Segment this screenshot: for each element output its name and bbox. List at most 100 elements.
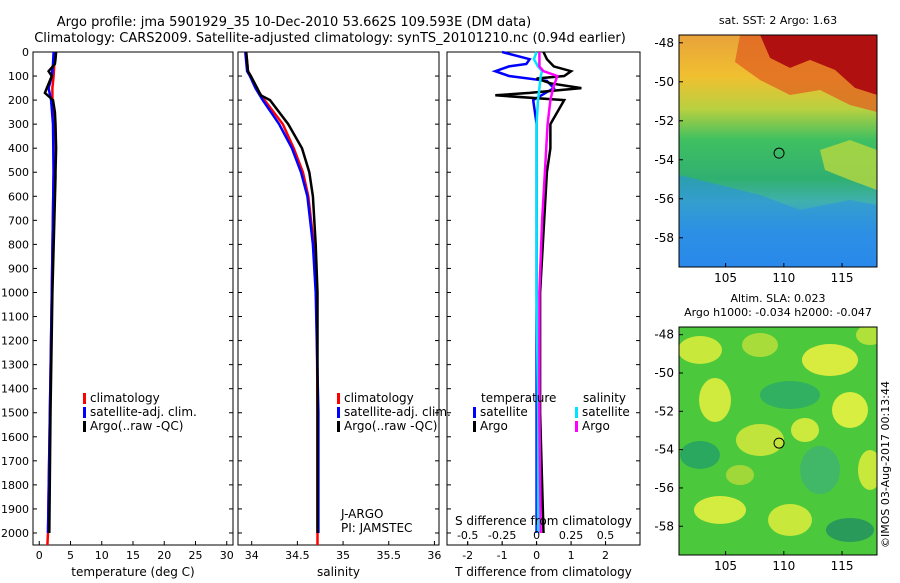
sla-blob bbox=[768, 504, 812, 536]
salinity-xlabel: salinity bbox=[317, 565, 360, 579]
temperature-ytick-label: 1600 bbox=[1, 431, 29, 444]
difference-salinity-legend-label: satellite bbox=[582, 405, 630, 419]
salinity-legend-swatch bbox=[337, 393, 340, 404]
figure-title-line2: Climatology: CARS2009. Satellite-adjuste… bbox=[34, 31, 626, 46]
difference-legend-temperature-title: temperature bbox=[481, 391, 556, 405]
difference-salinity-legend-swatch bbox=[575, 421, 578, 432]
sla-map-title: Altim. SLA: 0.023 bbox=[730, 292, 825, 305]
temperature-ytick-label: 600 bbox=[8, 190, 29, 203]
sst_map-ytick-label: -58 bbox=[654, 231, 674, 245]
temperature-xtick-label: 10 bbox=[95, 549, 109, 562]
sst_map-ytick-label: -50 bbox=[654, 75, 674, 89]
difference-salinity-legend-swatch bbox=[575, 407, 578, 418]
difference-legend-salinity-title: salinity bbox=[583, 391, 626, 405]
temperature-ytick-label: 700 bbox=[8, 214, 29, 227]
difference-frame bbox=[446, 51, 641, 546]
sla-blob bbox=[680, 441, 720, 469]
credit-text: ©IMOS 03-Aug-2017 00:13:44 bbox=[879, 381, 892, 548]
difference-stick-label: 0 bbox=[533, 529, 540, 542]
sla-map-axes: 105 110 115 -48 -50 -52 -54 -56 -58 bbox=[654, 328, 853, 573]
sla-map-panel: Altim. SLA: 0.023 Argo h1000: -0.034 h20… bbox=[654, 292, 878, 573]
sla_map-xtick-label: 115 bbox=[831, 559, 854, 573]
temperature-ytick-label: 1500 bbox=[1, 407, 29, 420]
difference-series-line bbox=[532, 51, 544, 533]
sst-map-frame bbox=[678, 34, 878, 268]
difference-xtick-label: 1 bbox=[568, 549, 575, 562]
sla-blob bbox=[679, 336, 722, 364]
temperature-ytick-label: 1100 bbox=[1, 311, 29, 324]
sst-map-panel: sat. SST: 2 Argo: 1.63 105 110 115 -48 -50 -5… bbox=[654, 14, 878, 285]
temperature-legend-swatch bbox=[83, 393, 86, 404]
sla-blob bbox=[800, 446, 840, 494]
sst_map-xtick-label: 110 bbox=[772, 271, 795, 285]
sla-blob bbox=[791, 418, 819, 442]
temperature-xtick-label: 20 bbox=[157, 549, 171, 562]
sla_map-ytick-label: -56 bbox=[654, 481, 674, 495]
temperature-xtick-label: 30 bbox=[220, 549, 234, 562]
sla_map-ytick-label: -48 bbox=[654, 328, 674, 342]
sst_map-ytick-label: -52 bbox=[654, 114, 674, 128]
sla-anomaly-blobs bbox=[679, 327, 877, 542]
difference-xtick-label: -1 bbox=[497, 549, 508, 562]
sla_map-xtick-label: 110 bbox=[772, 559, 795, 573]
temperature-xtick-label: 25 bbox=[189, 549, 203, 562]
figure-title-line1: Argo profile: jma 5901929_35 10-Dec-2010… bbox=[57, 15, 531, 30]
sst_map-ytick-label: -56 bbox=[654, 192, 674, 206]
salinity-series-line bbox=[244, 51, 319, 533]
salinity-frame bbox=[237, 51, 440, 546]
temperature-ytick-label: 1400 bbox=[1, 383, 29, 396]
sst_map-xtick-label: 105 bbox=[714, 271, 737, 285]
temperature-xtick-label: 15 bbox=[126, 549, 140, 562]
temperature-ytick-label: 1300 bbox=[1, 359, 29, 372]
difference-xtick-label: 0 bbox=[533, 549, 540, 562]
temperature-xtick-label: 0 bbox=[36, 549, 43, 562]
sst-map-title: sat. SST: 2 Argo: 1.63 bbox=[719, 14, 837, 27]
temperature-frame bbox=[32, 51, 234, 546]
temperature-ytick-label: 1800 bbox=[1, 479, 29, 492]
difference-temperature-legend-label: Argo bbox=[480, 419, 508, 433]
salinity-panel: 34 34.5 35 35.5 36 salinity climatologysatelli… bbox=[237, 51, 451, 579]
sla_map-xtick-label: 105 bbox=[714, 559, 737, 573]
temperature-ytick-label: 1000 bbox=[1, 286, 29, 299]
sst-argo-location-marker bbox=[773, 147, 785, 159]
sst-warm-edge bbox=[735, 35, 877, 112]
difference-panel: -2 -1 0 1 2 T difference from climatology -0.5… bbox=[446, 50, 641, 579]
difference-xtick-label: -2 bbox=[462, 549, 473, 562]
sla-blob bbox=[736, 424, 784, 456]
sla-argo-location-marker bbox=[773, 437, 785, 449]
temperature-ytick-label: 2000 bbox=[1, 527, 29, 540]
sla-blob bbox=[856, 327, 877, 345]
difference-stick-label: -0.25 bbox=[488, 529, 516, 542]
difference-xlabel2: S difference from climatology bbox=[455, 514, 632, 528]
temperature-ytick-label: 1900 bbox=[1, 503, 29, 516]
salinity-legend-swatch bbox=[337, 407, 340, 418]
sla_map-ytick-label: -50 bbox=[654, 366, 674, 380]
temperature-legend-label: climatology bbox=[90, 391, 160, 405]
sla-blob bbox=[826, 518, 874, 542]
sla-blob bbox=[726, 465, 754, 485]
temperature-ytick-label: 900 bbox=[8, 262, 29, 275]
sla-blob bbox=[760, 381, 820, 409]
sst-warm-patch bbox=[760, 35, 877, 95]
temperature-ytick-label: 100 bbox=[8, 70, 29, 83]
salinity-legend-swatch bbox=[337, 421, 340, 432]
temperature-legend-swatch bbox=[83, 407, 86, 418]
sla-map-subtitle: Argo h1000: -0.034 h2000: -0.047 bbox=[684, 306, 872, 319]
sla_map-ytick-label: -58 bbox=[654, 519, 674, 533]
temperature-ytick-label: 500 bbox=[8, 166, 29, 179]
difference-xlabel: T difference from climatology bbox=[454, 565, 632, 579]
temperature-legend-label: Argo(..raw -QC) bbox=[90, 419, 183, 433]
salinity-xtick-label: 36 bbox=[427, 549, 441, 562]
salinity-xtick-label: 34.5 bbox=[285, 549, 310, 562]
difference-series-line bbox=[538, 52, 559, 534]
temperature-series-line bbox=[43, 51, 58, 534]
salinity-annotation-pi: PI: JAMSTEC bbox=[341, 521, 412, 535]
difference-stick-label: 0.25 bbox=[559, 529, 584, 542]
temperature-legend-label: satellite-adj. clim. bbox=[90, 405, 197, 419]
sst_map-ytick-label: -48 bbox=[654, 36, 674, 50]
difference-xtick-label: 2 bbox=[602, 549, 609, 562]
sla-blob bbox=[742, 333, 778, 357]
temperature-ytick-label: 0 bbox=[22, 46, 29, 59]
sst-cool-patch bbox=[679, 175, 877, 267]
